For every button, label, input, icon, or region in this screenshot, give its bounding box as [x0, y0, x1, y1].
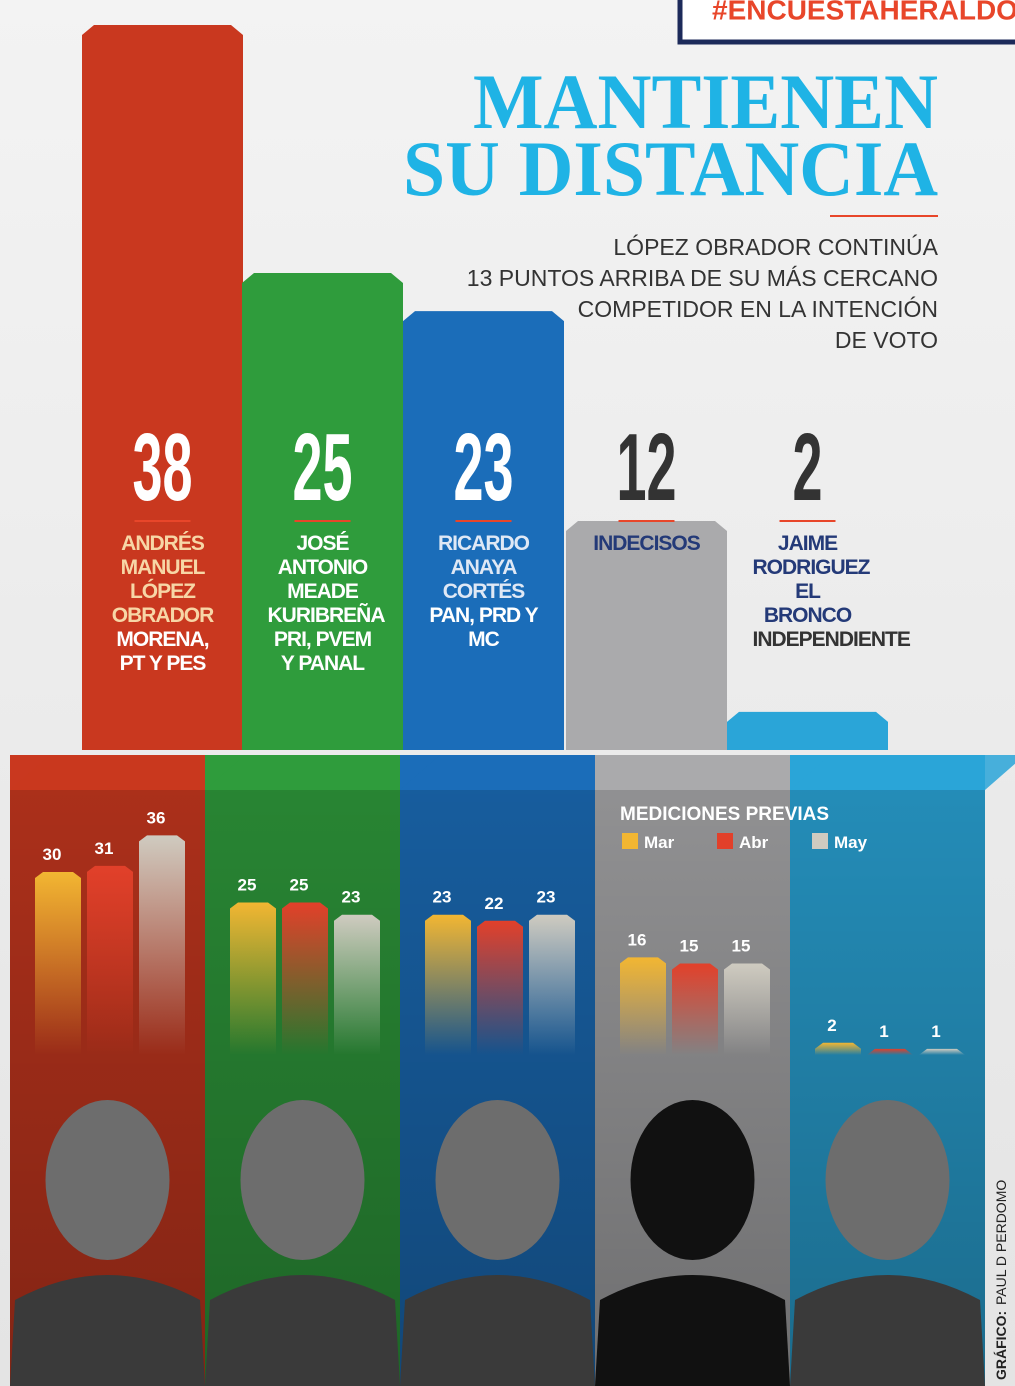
- party: PAN, PRD Y MC: [429, 604, 539, 652]
- portrait-body: [790, 1275, 985, 1386]
- credit: PAUL D PERDOMO: [993, 1180, 1009, 1305]
- bar: [529, 915, 575, 1055]
- value-label: 2: [827, 1016, 836, 1035]
- bar: [334, 915, 380, 1055]
- bar: [230, 903, 276, 1056]
- bar: [403, 311, 564, 750]
- bar: [282, 903, 328, 1056]
- portrait-body: [205, 1275, 400, 1386]
- value-label: 2: [793, 414, 823, 521]
- bar: [867, 1049, 913, 1055]
- title: SU DISTANCIA: [403, 125, 938, 212]
- bar: [815, 1043, 861, 1055]
- bar: [425, 915, 471, 1055]
- portrait-body: [10, 1275, 205, 1386]
- subtitle: COMPETIDOR EN LA INTENCIÓN: [578, 296, 938, 322]
- candidate-name: JOSÉ ANTONIO MEADE KURIBREÑA: [268, 532, 378, 628]
- portrait-head: [241, 1100, 365, 1260]
- value-label: 25: [238, 876, 257, 895]
- bar: [727, 712, 888, 750]
- candidate-name: INDECISOS: [592, 532, 702, 556]
- bar: [672, 964, 718, 1056]
- value-label: 12: [617, 414, 677, 521]
- legend-swatch: [812, 833, 828, 849]
- bar: [919, 1049, 965, 1055]
- value-label: 25: [293, 414, 353, 521]
- value-label: 15: [680, 937, 699, 956]
- credit: GRÁFICO:: [993, 1311, 1009, 1380]
- portrait-body: [595, 1275, 790, 1386]
- portrait-head: [826, 1100, 950, 1260]
- bar: [87, 866, 133, 1055]
- value-label: 22: [485, 894, 504, 913]
- portrait-head: [436, 1100, 560, 1260]
- legend-swatch: [717, 833, 733, 849]
- legend-title: MEDICIONES PREVIAS: [620, 804, 829, 825]
- party: INDEPENDIENTE: [753, 628, 863, 652]
- bar: [620, 957, 666, 1055]
- bar: [139, 835, 185, 1055]
- candidate-name: JAIME RODRIGUEZ EL BRONCO: [753, 532, 863, 628]
- candidate-name: RICARDO ANAYA CORTÉS: [429, 532, 539, 604]
- value-label: 31: [95, 839, 114, 858]
- value-label: 1: [879, 1022, 888, 1041]
- legend-label: Mar: [644, 833, 675, 852]
- chart: #ENCUESTAHERALDO MANTIENEN SU DISTANCIA …: [0, 0, 1015, 1386]
- subtitle: 13 PUNTOS ARRIBA DE SU MÁS CERCANO: [467, 265, 938, 291]
- value-label: 25: [290, 876, 309, 895]
- legend-label: Abr: [739, 833, 769, 852]
- value-label: 23: [433, 888, 452, 907]
- value-label: 23: [454, 414, 514, 521]
- legend-label: May: [834, 833, 868, 852]
- value-label: 23: [537, 888, 556, 907]
- value-label: 15: [732, 937, 751, 956]
- infographic: #ENCUESTAHERALDO MANTIENEN SU DISTANCIA …: [0, 0, 1015, 1386]
- portrait-head: [46, 1100, 170, 1260]
- bar: [35, 872, 81, 1055]
- value-label: 23: [342, 888, 361, 907]
- subtitle: LÓPEZ OBRADOR CONTINÚA: [613, 234, 938, 260]
- value-label: 36: [147, 808, 166, 827]
- candidate-name: ANDRÉS MANUEL LÓPEZ OBRADOR: [108, 532, 218, 628]
- value-label: 30: [43, 845, 62, 864]
- legend-swatch: [622, 833, 638, 849]
- value-label: 16: [628, 930, 647, 949]
- hashtag: #ENCUESTAHERALDO: [712, 0, 1015, 25]
- bar: [724, 964, 770, 1056]
- party: PRI, PVEM Y PANAL: [268, 628, 378, 676]
- bar: [477, 921, 523, 1055]
- value-label: 38: [133, 414, 193, 521]
- value-label: 1: [931, 1022, 940, 1041]
- subtitle: DE VOTO: [835, 327, 938, 353]
- party: MORENA, PT Y PES: [108, 628, 218, 676]
- portrait-body: [400, 1275, 595, 1386]
- portrait-head: [631, 1100, 755, 1260]
